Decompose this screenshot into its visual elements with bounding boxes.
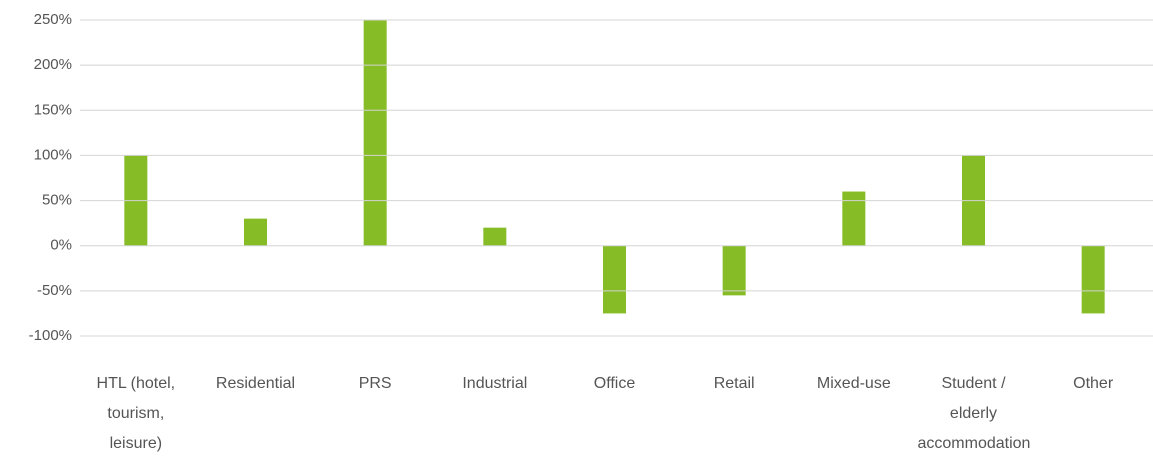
y-tick-label: 150%: [34, 101, 72, 118]
bar: [1081, 245, 1105, 314]
x-tick-label: Student / elderly accommodation: [917, 375, 1031, 452]
y-tick-label: 100%: [34, 146, 72, 163]
bar: [244, 218, 267, 246]
x-tick-label: Other: [1073, 375, 1114, 392]
bar: [603, 245, 626, 314]
x-tick-label: Industrial: [462, 375, 528, 392]
y-tick-label: 200%: [34, 56, 72, 73]
x-tick-label: Residential: [215, 375, 296, 392]
y-tick-label: -50%: [37, 282, 72, 299]
x-tick-label: Office: [593, 375, 636, 392]
x-tick-label: HTL (hotel, tourism, leisure): [96, 375, 176, 452]
bar: [842, 191, 866, 246]
x-tick-label: Mixed-use: [816, 375, 891, 392]
y-tick-label: 50%: [42, 192, 72, 209]
x-tick-label: PRS: [358, 375, 392, 392]
bar: [722, 245, 746, 296]
y-tick-label: 250%: [34, 11, 72, 28]
y-tick-label: 0%: [50, 237, 72, 254]
bar: [363, 20, 387, 246]
x-tick-label: Retail: [713, 375, 755, 392]
bar: [483, 227, 507, 246]
y-tick-label: -100%: [29, 327, 72, 344]
